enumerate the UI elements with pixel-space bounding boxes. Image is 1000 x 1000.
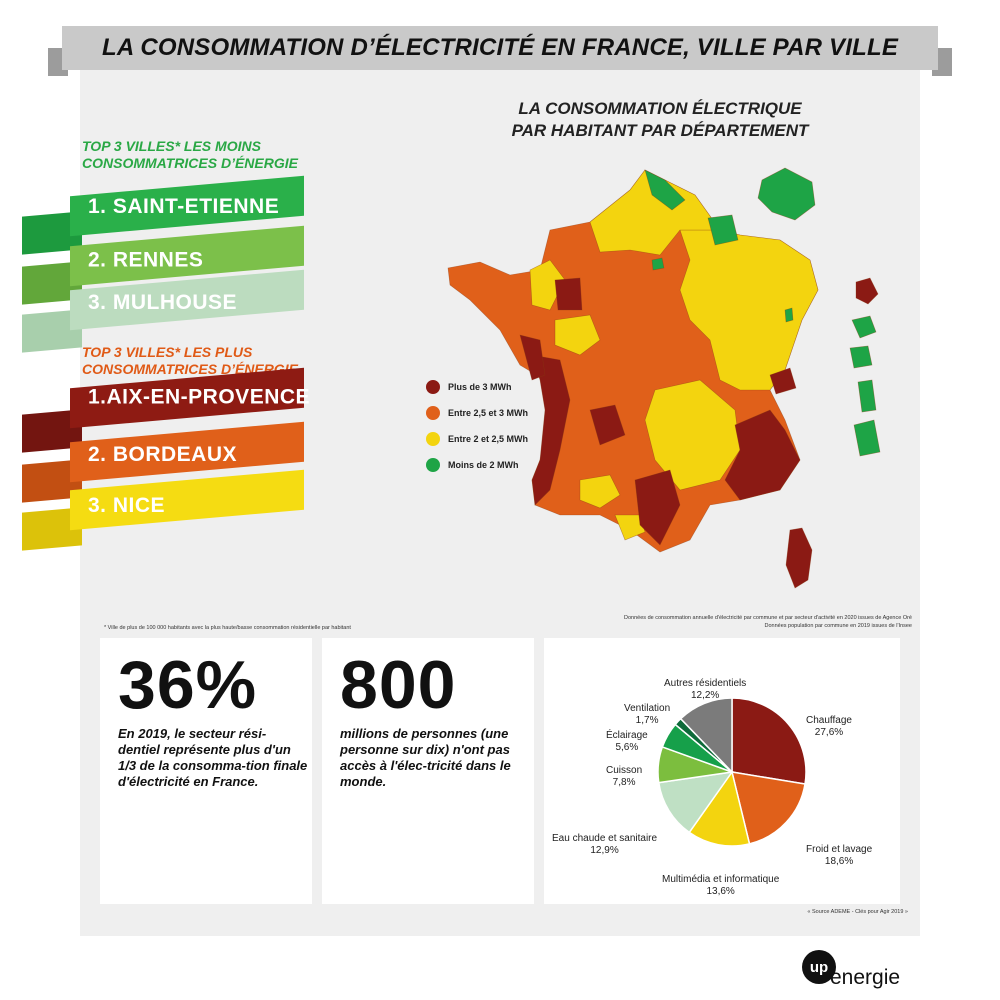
slice-label: Éclairage: [606, 730, 648, 741]
pie-card: Autres résidentiels 12,2% Chauffage 27,6…: [544, 638, 900, 904]
map-region-green-alsace: [784, 307, 794, 323]
map-region-green-nord: [644, 169, 686, 211]
legend-item: Plus de 3 MWh: [426, 374, 528, 400]
map-title: LA CONSOMMATION ÉLECTRIQUE PAR HABITANT …: [470, 98, 850, 142]
stat-value: 36%: [118, 647, 258, 723]
map-title-line-2: PAR HABITANT PAR DÉPARTEMENT: [511, 121, 809, 140]
ribbon-label: 3. NICE: [88, 494, 166, 518]
ribbon-label: 3. MULHOUSE: [88, 290, 238, 314]
legend-item: Entre 2,5 et 3 MWh: [426, 400, 528, 426]
pie-label-eau: Eau chaude et sanitaire 12,9%: [552, 833, 657, 857]
map-region-yellow-loire: [554, 314, 601, 356]
pie-label-eclairage: Éclairage 5,6%: [606, 730, 648, 754]
pie-label-chauffage: Chauffage 27,6%: [806, 715, 852, 739]
slice-label: Autres résidentiels: [664, 678, 747, 689]
map-region-yellow-sw: [579, 474, 621, 509]
slice-value: 13,6%: [706, 886, 735, 897]
footnote-cities: * Ville de plus de 100 000 habitants ave…: [104, 625, 351, 631]
map-region-overseas-1: [851, 315, 877, 339]
slice-value: 18,6%: [824, 856, 854, 867]
slice-label: Cuisson: [606, 765, 643, 776]
map-region-overseas-red: [855, 277, 879, 305]
map-region-red-brittany: [554, 277, 583, 311]
slice-value: 5,6%: [615, 742, 639, 753]
pie-label-cuisson: Cuisson 7,8%: [606, 765, 642, 789]
map-region-red-west: [531, 354, 571, 506]
legend-dot: [426, 380, 440, 394]
up-energie-logo: up energie: [802, 950, 932, 990]
map-legend: Plus de 3 MWh Entre 2,5 et 3 MWh Entre 2…: [426, 374, 528, 478]
slice-label: Multimédia et informatique: [662, 874, 780, 885]
legend-label: Entre 2 et 2,5 MWh: [448, 434, 529, 444]
logo-word: energie: [830, 966, 901, 989]
map-region-red-coast: [519, 334, 546, 381]
ribbon-label: 2. RENNES: [88, 248, 204, 272]
france-map: [447, 167, 881, 589]
legend-label: Plus de 3 MWh: [448, 382, 512, 392]
stat-value: 800: [340, 647, 457, 723]
pie-chart: [657, 697, 807, 847]
logo-badge: up: [802, 950, 836, 984]
pie-slice-autres-r-sidentiels: [679, 697, 733, 774]
pie-label-multimedia: Multimédia et informatique 13,6%: [662, 874, 779, 898]
title-banner: LA CONSOMMATION D’ÉLECTRICITÉ EN FRANCE,…: [62, 26, 938, 70]
legend-dot: [426, 432, 440, 446]
pie-source: « Source ADEME - Clés pour Agir 2019 »: [807, 909, 908, 915]
least-heading: TOP 3 VILLES* LES MOINS CONSOMMATRICES D…: [82, 138, 298, 172]
slice-label: Chauffage: [806, 715, 852, 726]
map-region-green-paris: [651, 257, 665, 271]
legend-item: Moins de 2 MWh: [426, 452, 528, 478]
slice-label: Froid et lavage: [806, 844, 873, 855]
stat-card-800: 800 millions de personnes (une personne …: [322, 638, 534, 904]
slice-value: 27,6%: [814, 727, 844, 738]
page-title: LA CONSOMMATION D’ÉLECTRICITÉ EN FRANCE,…: [101, 34, 899, 61]
map-region-red-alps: [769, 367, 797, 395]
map-region-red-pyrenees: [634, 469, 681, 546]
map-title-line-1: LA CONSOMMATION ÉLECTRIQUE: [518, 99, 802, 118]
map-region-red-centre: [589, 404, 626, 446]
map-region-corsica: [785, 527, 813, 589]
map-region-yellow-c: [644, 379, 741, 491]
slice-value: 7,8%: [612, 777, 636, 788]
footnote-sources-line-2: Données population par commune en 2019 i…: [764, 623, 912, 629]
map-region-green-island: [757, 167, 816, 221]
map-region-overseas-4: [853, 419, 881, 457]
most-heading-line-1: TOP 3 VILLES* LES PLUS: [82, 344, 253, 360]
least-heading-line-1: TOP 3 VILLES* LES MOINS: [82, 138, 261, 154]
footnote-sources-line-1: Données de consommation annuelle d'élect…: [624, 615, 912, 621]
pie-slice-chauffage: [731, 697, 807, 785]
map-region-green-ne: [707, 214, 739, 246]
legend-item: Entre 2 et 2,5 MWh: [426, 426, 528, 452]
map-region-overseas-3: [857, 379, 877, 413]
legend-dot: [426, 406, 440, 420]
legend-label: Entre 2,5 et 3 MWh: [448, 408, 529, 418]
stat-text: millions de personnes (une personne sur …: [340, 726, 511, 789]
slice-value: 12,2%: [690, 690, 720, 701]
footnote-sources: Données de consommation annuelle d'élect…: [624, 614, 912, 630]
ribbon-label: 1. SAINT-ETIENNE: [88, 195, 280, 219]
slice-label: Eau chaude et sanitaire: [552, 833, 658, 844]
least-heading-line-2: CONSOMMATRICES D’ÉNERGIE: [82, 155, 298, 171]
map-region-overseas-2: [849, 345, 873, 369]
pie-slice-froid-et-lavage: [731, 771, 806, 845]
stat-text: En 2019, le secteur rési-dentiel représe…: [118, 726, 308, 789]
pie-slice-eau-chaude-et-sanitaire: [657, 771, 734, 834]
slice-label: Ventilation: [624, 703, 671, 714]
legend-label: Moins de 2 MWh: [448, 460, 519, 470]
map-region-red-se: [724, 409, 801, 501]
pie-label-autres: Autres résidentiels 12,2%: [664, 678, 746, 702]
pie-label-ventilation: Ventilation 1,7%: [624, 703, 670, 727]
legend-dot: [426, 458, 440, 472]
slice-value: 12,9%: [590, 845, 619, 856]
pie-label-froid: Froid et lavage 18,6%: [806, 844, 872, 868]
slice-value: 1,7%: [635, 715, 659, 726]
map-region-yellow-s: [614, 514, 646, 541]
stat-card-36: 36% En 2019, le secteur rési-dentiel rep…: [100, 638, 312, 904]
pie-slice-multim-dia-et-informatique: [688, 770, 751, 847]
ribbon-label: 2. BORDEAUX: [88, 442, 238, 466]
ribbon-label: 1.AIX-EN-PROVENCE: [88, 385, 311, 409]
